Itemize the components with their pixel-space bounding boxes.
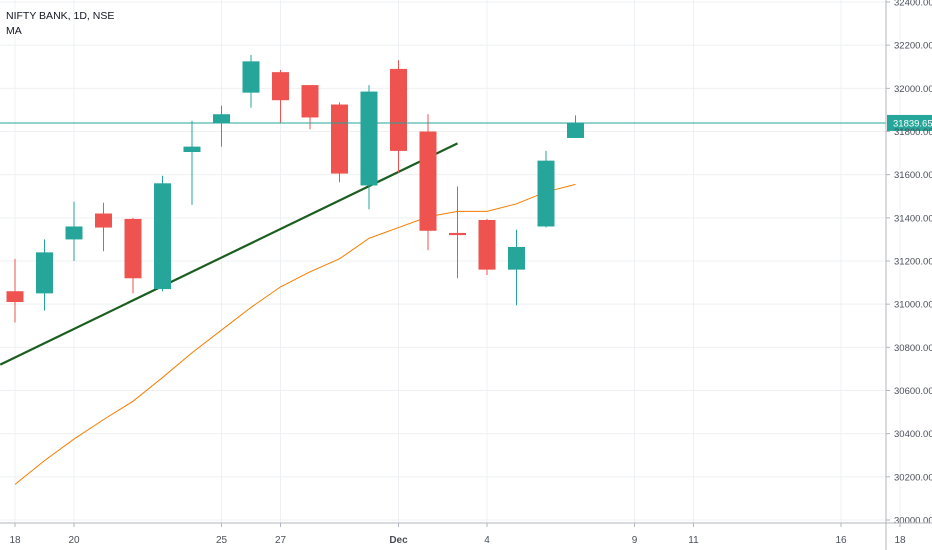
price-tick-label: 30200.00 [894, 472, 932, 483]
candle[interactable] [272, 69, 289, 123]
candle[interactable] [449, 186, 466, 279]
time-tick-label: 11 [688, 535, 699, 546]
candle[interactable] [301, 85, 319, 130]
time-tick-label: 9 [632, 535, 638, 546]
candle[interactable] [65, 201, 83, 261]
last-price-line-layer: 31839.65 [0, 114, 932, 131]
ma-indicator-label[interactable]: MA [6, 25, 22, 37]
candle-body-down[interactable] [449, 232, 466, 236]
candle-body-up[interactable] [213, 114, 230, 123]
candle[interactable] [478, 218, 496, 276]
candle[interactable] [390, 60, 407, 173]
last-price-label: 31839.65 [893, 118, 932, 129]
chart-legend[interactable]: NIFTY BANK, 1D, NSE MA [6, 9, 114, 39]
time-tick-label: 4 [484, 535, 490, 546]
price-tick-label: 30400.00 [894, 429, 932, 440]
price-tick-label: 32000.00 [894, 84, 932, 95]
candle[interactable] [537, 150, 555, 228]
moving-average-line [14, 183, 576, 485]
candle[interactable] [360, 85, 378, 210]
time-tick-label: 16 [835, 535, 847, 546]
candle-body-up[interactable] [567, 122, 584, 138]
candle-body-up[interactable] [508, 246, 525, 270]
time-tick-label: 27 [275, 535, 287, 546]
moving-average-layer [14, 183, 576, 485]
price-tick-label: 31400.00 [894, 213, 932, 224]
symbol-title: NIFTY BANK, 1D, NSE [6, 10, 115, 22]
candle[interactable] [242, 54, 260, 108]
candle-body-up[interactable] [537, 160, 555, 227]
candle-body-up[interactable] [360, 91, 378, 186]
price-tick-label: 30800.00 [894, 343, 932, 354]
price-tick-label: 30000.00 [894, 516, 932, 527]
price-tick-label: 31800.00 [894, 127, 932, 138]
candle-body-down[interactable] [478, 219, 496, 270]
candle-body-up[interactable] [154, 183, 171, 290]
candle-body-down[interactable] [331, 104, 348, 174]
price-tick-label: 31600.00 [894, 170, 932, 181]
candle-body-down[interactable] [301, 85, 319, 118]
candle[interactable] [213, 105, 230, 147]
time-tick-label: 18 [894, 535, 906, 546]
time-tick-label: Dec [389, 535, 408, 546]
candle[interactable] [124, 217, 142, 294]
candle-body-up[interactable] [242, 61, 260, 93]
price-tick-label: 31200.00 [894, 257, 932, 268]
trendline-layer[interactable] [0, 142, 458, 366]
candle-body-down[interactable] [419, 131, 437, 231]
candle-body-up[interactable] [183, 146, 201, 153]
price-tick-label: 32200.00 [894, 41, 932, 52]
candle[interactable] [331, 102, 348, 183]
candle[interactable] [95, 202, 112, 252]
candle-body-up[interactable] [65, 226, 83, 240]
price-tick-label: 32400.00 [894, 0, 932, 9]
time-tick-label: 25 [216, 535, 228, 546]
candle[interactable] [567, 115, 584, 138]
candle[interactable] [508, 229, 525, 306]
price-tick-label: 30600.00 [894, 386, 932, 397]
candle-body-down[interactable] [124, 218, 142, 279]
last-price-badge [887, 114, 932, 131]
candle-body-up[interactable] [36, 252, 53, 294]
candle-body-down[interactable] [6, 291, 24, 303]
candle[interactable] [36, 239, 53, 311]
price-tick-label: 31000.00 [894, 300, 932, 311]
candles-layer[interactable] [6, 54, 585, 323]
candle[interactable] [419, 114, 437, 251]
candle[interactable] [183, 120, 201, 205]
candle[interactable] [154, 175, 171, 292]
candle[interactable] [6, 258, 24, 323]
time-tick-label: 20 [68, 535, 80, 546]
candle-body-down[interactable] [95, 213, 112, 228]
candle-body-down[interactable] [390, 68, 407, 151]
trendline[interactable] [0, 142, 458, 366]
time-tick-label: 18 [9, 535, 21, 546]
candle-body-down[interactable] [272, 72, 289, 101]
